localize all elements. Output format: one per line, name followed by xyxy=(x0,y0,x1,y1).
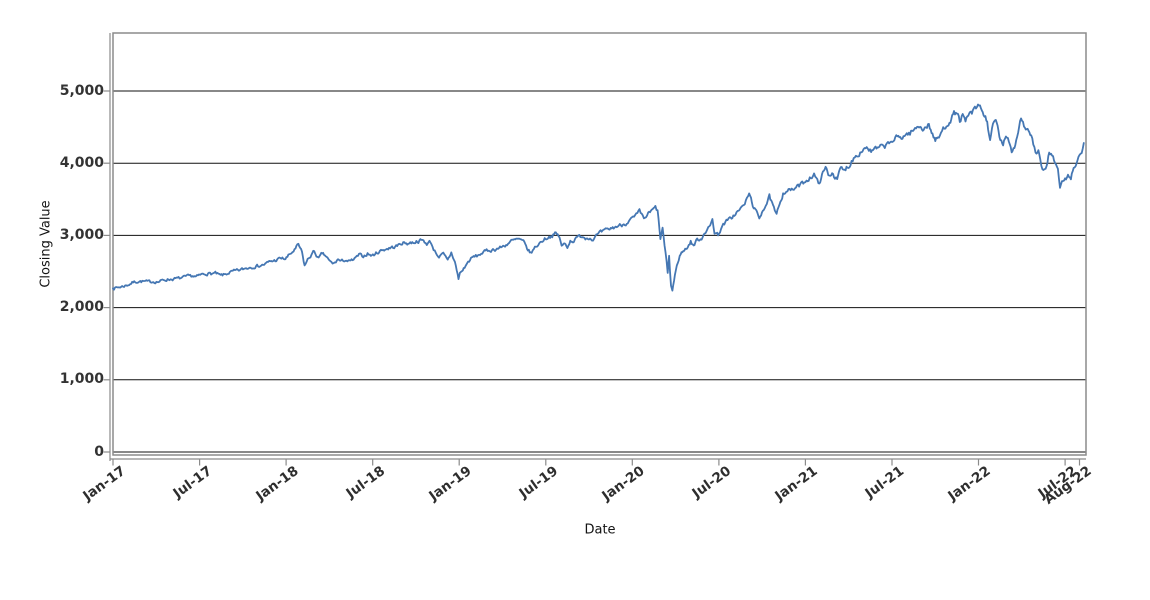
closing-value-line xyxy=(112,103,1085,292)
y-axis-title: Closing Value xyxy=(38,200,54,288)
plot-frame xyxy=(112,32,1087,456)
y-tick-label: 5,000 xyxy=(59,82,104,99)
y-tick-label: 2,000 xyxy=(59,299,104,316)
y-tick-label: 4,000 xyxy=(59,154,104,171)
x-axis-title: Date xyxy=(584,522,616,538)
y-tick-label: 1,000 xyxy=(59,371,104,388)
y-tick-label: 3,000 xyxy=(59,226,104,243)
y-tick-label: 0 xyxy=(94,443,104,460)
